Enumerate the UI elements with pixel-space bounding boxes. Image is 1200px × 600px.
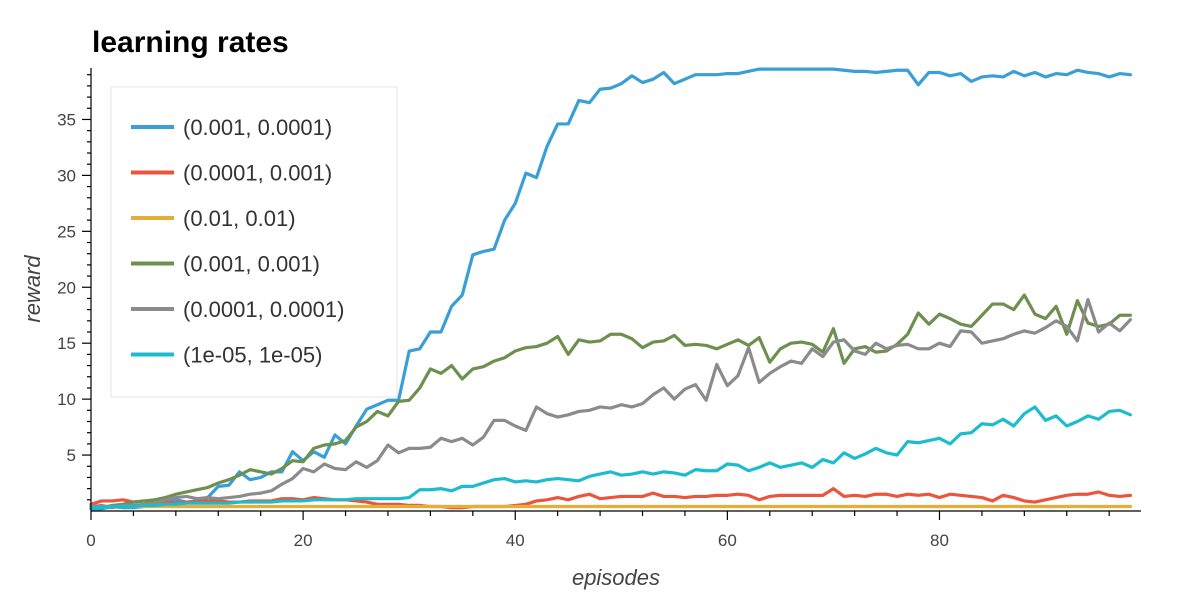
- series-line-4: [89, 297, 1132, 510]
- legend-item: (0.01, 0.01): [131, 206, 296, 231]
- y-tick-label: 20: [57, 278, 76, 297]
- y-tick-label: 25: [57, 222, 76, 241]
- legend: (0.001, 0.0001) (0.0001, 0.001) (0.01, 0.0…: [110, 86, 398, 398]
- y-axis-label: reward: [20, 255, 45, 323]
- series-line-3: [89, 293, 1132, 510]
- legend-label: (0.001, 0.0001): [183, 115, 332, 140]
- y-tick-label: 35: [57, 110, 76, 129]
- legend-item: (0.001, 0.0001): [131, 115, 332, 140]
- legend-items: (0.001, 0.0001) (0.0001, 0.001) (0.01, 0.0…: [131, 115, 344, 368]
- series-line-1: [89, 487, 1132, 510]
- y-ticks: 5 10 15 20 25 30 35: [57, 110, 91, 465]
- y-tick-label: 10: [57, 390, 76, 409]
- x-tick-label: 0: [86, 531, 95, 550]
- minor-ticks: [87, 74, 1110, 516]
- legend-item: (0.0001, 0.001): [131, 161, 332, 186]
- legend-box: [110, 86, 398, 398]
- legend-item: (1e-05, 1e-05): [131, 343, 322, 368]
- x-tick-label: 20: [294, 531, 313, 550]
- legend-item: (0.0001, 0.0001): [131, 297, 344, 322]
- y-tick-label: 15: [57, 334, 76, 353]
- chart-title: learning rates: [92, 26, 289, 59]
- series-line-5: [89, 405, 1132, 510]
- legend-label: (0.001, 0.001): [183, 252, 320, 277]
- x-tick-label: 80: [930, 531, 949, 550]
- x-tick-label: 40: [506, 531, 525, 550]
- legend-item: (0.001, 0.001): [131, 252, 320, 277]
- legend-label: (0.0001, 0.001): [183, 161, 332, 186]
- x-axis-label: episodes: [572, 565, 660, 590]
- y-tick-label: 5: [67, 446, 76, 465]
- legend-label: (0.0001, 0.0001): [183, 297, 344, 322]
- series-layer: [89, 67, 1132, 511]
- x-tick-label: 60: [718, 531, 737, 550]
- plot-area: 0 20 40 60 80 5 10 15 20 25 30 35: [57, 67, 1141, 550]
- x-ticks: 0 20 40 60 80: [86, 511, 949, 550]
- legend-label: (0.01, 0.01): [183, 206, 296, 231]
- legend-label: (1e-05, 1e-05): [183, 343, 322, 368]
- series-line-0: [89, 67, 1132, 511]
- y-tick-label: 30: [57, 166, 76, 185]
